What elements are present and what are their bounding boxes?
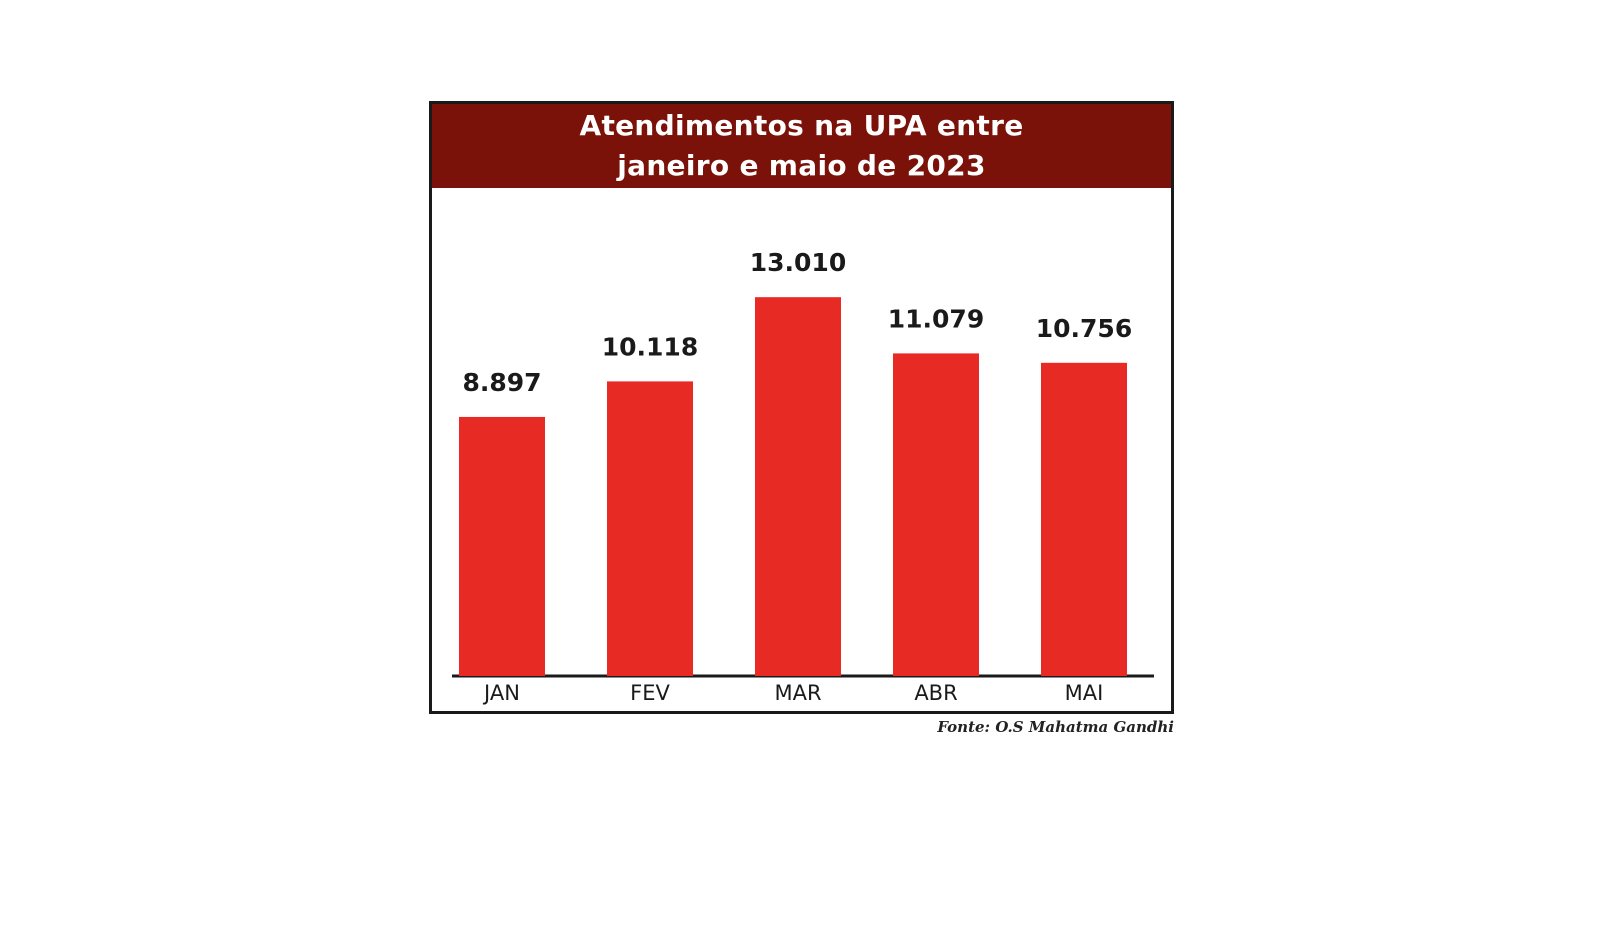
bar-mai <box>1041 362 1127 676</box>
source-note: Fonte: O.S Mahatma Gandhi <box>937 718 1174 736</box>
x-tick-label-mar: MAR <box>774 681 821 705</box>
value-label-abr: 11.079 <box>888 304 984 333</box>
value-label-fev: 10.118 <box>602 332 698 361</box>
bar-jan <box>459 416 545 676</box>
x-tick-label-fev: FEV <box>630 681 670 705</box>
value-label-jan: 8.897 <box>462 368 541 397</box>
bar-chart: 8.897 JAN 10.118 FEV 13.010 MAR 11.079 ABR 10.75… <box>452 248 1154 705</box>
chart-frame: Atendimentos na UPA entre janeiro e maio… <box>429 101 1174 714</box>
bar-mar <box>755 297 841 676</box>
chart-title: Atendimentos na UPA entre janeiro e maio… <box>579 109 1024 182</box>
bar-abr <box>893 353 979 676</box>
value-label-mai: 10.756 <box>1036 314 1132 343</box>
x-tick-label-jan: JAN <box>482 681 520 705</box>
value-label-mar: 13.010 <box>750 248 846 277</box>
bar-fev <box>607 381 693 676</box>
x-tick-label-abr: ABR <box>914 681 957 705</box>
x-tick-label-mai: MAI <box>1065 681 1104 705</box>
title-band: Atendimentos na UPA entre janeiro e maio… <box>432 104 1171 188</box>
